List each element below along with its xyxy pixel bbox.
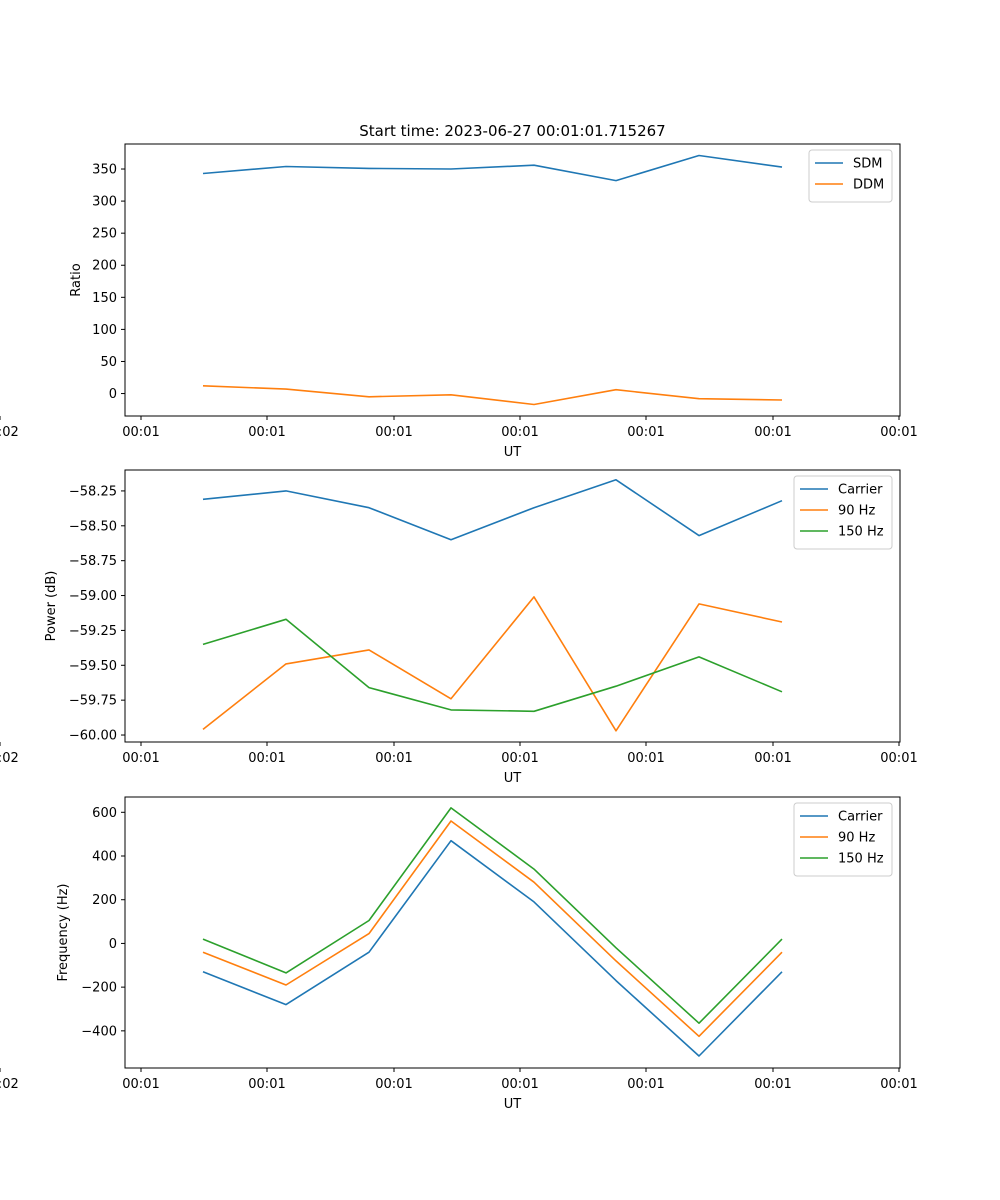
y-tick-label: 0: [109, 937, 117, 952]
legend-label: 90 Hz: [838, 504, 875, 519]
x-tick-label: 00:02: [0, 751, 19, 766]
y-axis-label: Power (dB): [44, 571, 59, 642]
x-tick-label: 00:02: [0, 425, 19, 440]
y-tick-label: −58.50: [69, 519, 117, 534]
x-tick-label: 00:01: [375, 1077, 412, 1092]
x-tick-label: 00:01: [754, 1077, 791, 1092]
x-axis-label: UT: [504, 771, 522, 786]
series-line-90-hz: [202, 596, 783, 732]
x-axis-label: UT: [504, 445, 522, 460]
subplot-1: 00:01 00:01 00:01 00:01 00:01 00:01 00:01 00:02…: [0, 143, 918, 460]
y-tick-label: 150: [92, 291, 117, 306]
x-tick-label: 00:01: [501, 751, 538, 766]
x-tick-label: 00:01: [248, 425, 285, 440]
x-tick-label: 00:01: [627, 425, 664, 440]
y-tick-label: −59.50: [69, 659, 117, 674]
x-axis-label: UT: [504, 1097, 522, 1112]
chart-title: Start time: 2023-06-27 00:01:01.715267: [359, 122, 665, 140]
series-line-ddm: [202, 385, 783, 406]
y-tick-label: −59.25: [69, 624, 117, 639]
x-tick-label: 00:01: [122, 425, 159, 440]
x-tick-label: 00:01: [880, 425, 917, 440]
series-line-90-hz: [202, 820, 783, 1038]
x-tick-label: 00:01: [375, 751, 412, 766]
x-tick-label: 00:01: [754, 425, 791, 440]
legend: Carrier 90 Hz 150 Hz: [793, 802, 893, 877]
y-tick-label: −59.75: [69, 694, 117, 709]
legend-label: SDM: [853, 157, 882, 172]
subplot-2: 00:01 00:01 00:01 00:01 00:01 00:01 00:01 00:02…: [0, 469, 918, 786]
legend-label: 150 Hz: [838, 852, 884, 867]
y-axis-label: Ratio: [69, 263, 84, 296]
legend-label: Carrier: [838, 483, 883, 498]
x-tick-label: 00:01: [754, 751, 791, 766]
y-tick-label: −200: [81, 981, 117, 996]
y-axis-label: Frequency (Hz): [56, 883, 71, 981]
legend: SDM DDM: [808, 149, 893, 203]
legend-label: 90 Hz: [838, 831, 875, 846]
axes-frame: [124, 143, 901, 417]
series-line-carrier: [202, 478, 783, 541]
y-tick-label: 200: [92, 893, 117, 908]
x-tick-label: 00:01: [122, 1077, 159, 1092]
legend-label: DDM: [853, 178, 884, 193]
axes-frame: [124, 469, 901, 743]
y-tick-label: 600: [92, 806, 117, 821]
x-tick-label: 00:01: [501, 425, 538, 440]
x-tick-label: 00:01: [375, 425, 412, 440]
y-tick-label: 250: [92, 227, 117, 242]
x-tick-label: 00:01: [880, 1077, 917, 1092]
x-tick-label: 00:01: [627, 751, 664, 766]
subplot-3: 00:01 00:01 00:01 00:01 00:01 00:01 00:01 00:02…: [0, 796, 918, 1112]
y-tick-label: 350: [92, 163, 117, 178]
y-tick-label: −400: [81, 1024, 117, 1039]
x-tick-label: 00:01: [880, 751, 917, 766]
y-tick-label: −58.25: [69, 484, 117, 499]
y-tick-label: 400: [92, 850, 117, 865]
series-line-150-hz: [202, 807, 783, 1025]
x-tick-label: 00:01: [501, 1077, 538, 1092]
series-line-sdm: [202, 154, 783, 182]
x-tick-label: 00:01: [248, 1077, 285, 1092]
x-tick-label: 00:01: [627, 1077, 664, 1092]
series-line-150-hz: [202, 618, 783, 713]
y-tick-label: −59.00: [69, 589, 117, 604]
y-tick-label: −60.00: [69, 729, 117, 744]
legend-label: 150 Hz: [838, 525, 884, 540]
y-tick-label: 200: [92, 259, 117, 274]
x-tick-label: 00:02: [0, 1077, 19, 1092]
x-tick-label: 00:01: [248, 751, 285, 766]
y-tick-label: −58.75: [69, 554, 117, 569]
y-tick-label: 50: [100, 355, 117, 370]
y-tick-label: 0: [109, 387, 117, 402]
series-line-carrier: [202, 839, 783, 1057]
y-tick-label: 300: [92, 195, 117, 210]
y-tick-label: 100: [92, 323, 117, 338]
x-tick-label: 00:01: [122, 751, 159, 766]
legend-label: Carrier: [838, 810, 883, 825]
axes-frame: [124, 796, 901, 1069]
legend: Carrier 90 Hz 150 Hz: [793, 475, 893, 550]
